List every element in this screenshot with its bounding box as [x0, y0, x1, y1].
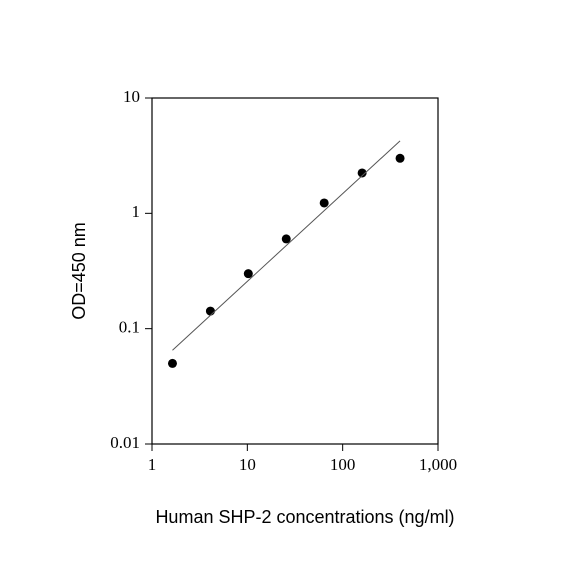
data-point [243, 269, 253, 279]
data-point [167, 358, 177, 368]
y-tick-label: 0.01 [110, 433, 140, 452]
y-tick-label: 10 [123, 87, 140, 106]
x-tick-label: 10 [239, 455, 256, 474]
data-point [357, 168, 367, 178]
data-point [319, 198, 329, 208]
x-tick-label: 100 [330, 455, 356, 474]
data-point [205, 306, 215, 316]
data-point [281, 234, 291, 244]
y-axis-title: OD=450 nm [69, 222, 89, 320]
x-axis-title: Human SHP-2 concentrations (ng/ml) [155, 507, 454, 527]
fit-line [172, 140, 401, 351]
x-tick-label: 1 [148, 455, 157, 474]
data-point [395, 153, 405, 163]
x-tick-label: 1,000 [419, 455, 457, 474]
plot-frame [151, 97, 439, 445]
y-tick-label: 0.1 [119, 318, 140, 337]
y-tick-label: 1 [132, 202, 141, 221]
